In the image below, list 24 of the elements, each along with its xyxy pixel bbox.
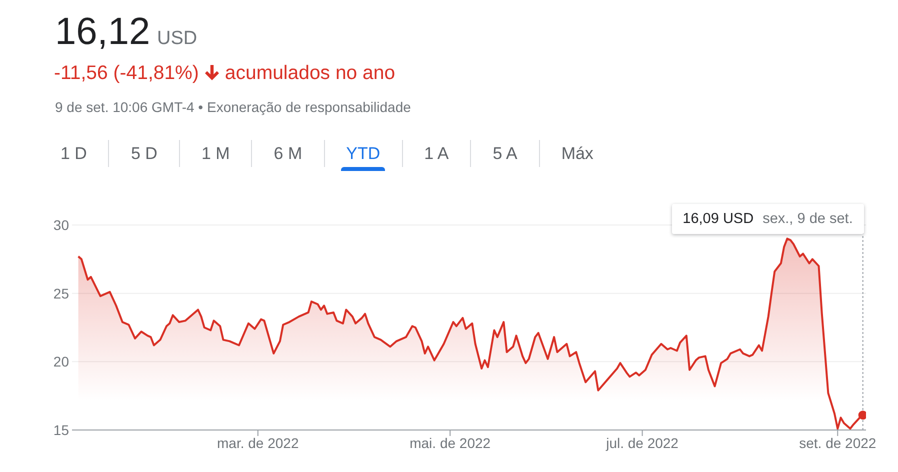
text: 5 D <box>130 144 158 163</box>
y-tick-label: 20 <box>53 354 70 370</box>
text: 9 de set. 10:06 GMT-4 • Exoneração de responsabilidade <box>55 99 411 115</box>
text: 6 M <box>274 144 302 163</box>
x-tick-label: jul. de 2022 <box>605 434 679 451</box>
text: Máx <box>561 144 594 163</box>
chart-title: 16,12 <box>55 11 150 53</box>
text: -11,56 (-41,81%) <box>54 62 199 84</box>
text: acumulados no ano <box>224 62 396 84</box>
x-tick-label: mar. de 2022 <box>217 434 299 451</box>
y-tick-label: 30 <box>53 216 70 233</box>
x-tick-label: set. de 2022 <box>799 434 876 451</box>
tooltip: 16,09 USD sex., 9 de set. <box>672 204 864 234</box>
annotation: sex., 9 de set. <box>762 211 853 227</box>
y-tick-label: 25 <box>53 285 70 302</box>
text: YTD <box>346 144 380 163</box>
text: USD <box>157 28 198 49</box>
text: 1 A <box>424 144 449 163</box>
text: 1 D <box>60 144 87 163</box>
x-tick-label: mai. de 2022 <box>410 434 491 451</box>
annotation: 16,09 USD <box>682 211 754 227</box>
text: 1 M <box>201 144 230 163</box>
text: 5 A <box>492 144 518 163</box>
y-tick-label: 15 <box>53 422 70 438</box>
